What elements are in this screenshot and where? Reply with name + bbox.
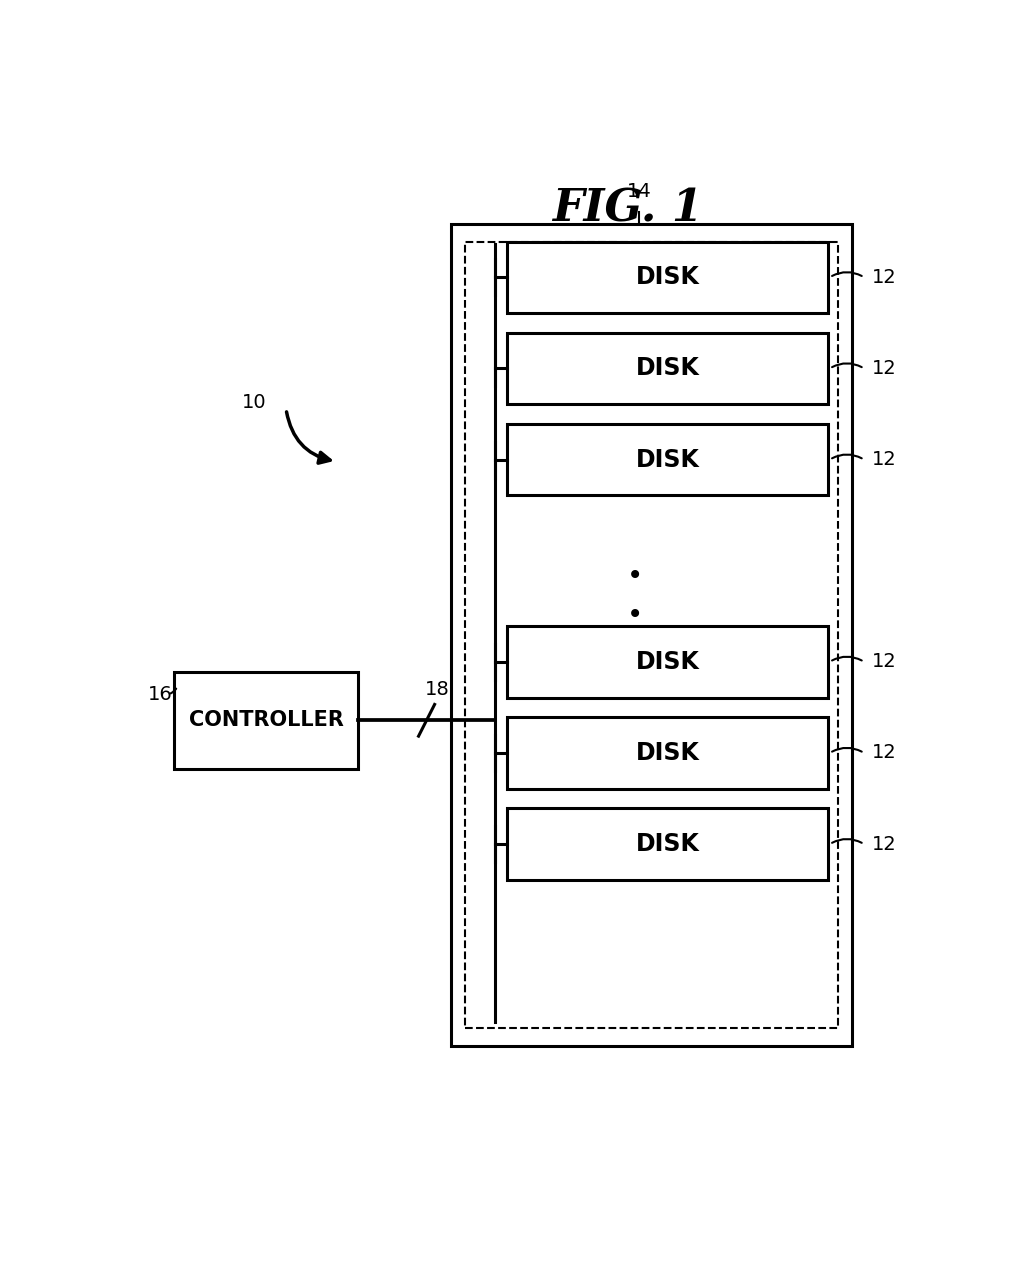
Bar	[465, 242, 838, 1028]
Text: •: •	[627, 561, 643, 589]
Text: DISK: DISK	[635, 650, 699, 674]
Text: 12: 12	[872, 359, 897, 378]
Bar	[507, 333, 828, 404]
Text: 16: 16	[148, 685, 173, 704]
Bar	[174, 672, 358, 768]
Text: 12: 12	[872, 835, 897, 853]
Text: •: •	[627, 601, 643, 629]
Bar	[507, 627, 828, 698]
Text: DISK: DISK	[635, 356, 699, 381]
Bar	[507, 717, 828, 789]
Text: 18: 18	[425, 681, 450, 700]
Text: 12: 12	[872, 744, 897, 762]
Bar	[507, 808, 828, 880]
Bar	[507, 423, 828, 495]
Text: DISK: DISK	[635, 741, 699, 764]
Text: FIG. 1: FIG. 1	[552, 188, 702, 230]
Bar	[451, 224, 852, 1046]
Text: CONTROLLER: CONTROLLER	[189, 710, 343, 730]
Bar	[507, 242, 828, 313]
Text: 10: 10	[241, 393, 266, 412]
Text: DISK: DISK	[635, 448, 699, 471]
Text: 12: 12	[872, 653, 897, 672]
Text: 12: 12	[872, 450, 897, 470]
Text: 12: 12	[872, 268, 897, 287]
Text: DISK: DISK	[635, 265, 699, 290]
Text: 14: 14	[627, 181, 652, 201]
Text: DISK: DISK	[635, 833, 699, 856]
